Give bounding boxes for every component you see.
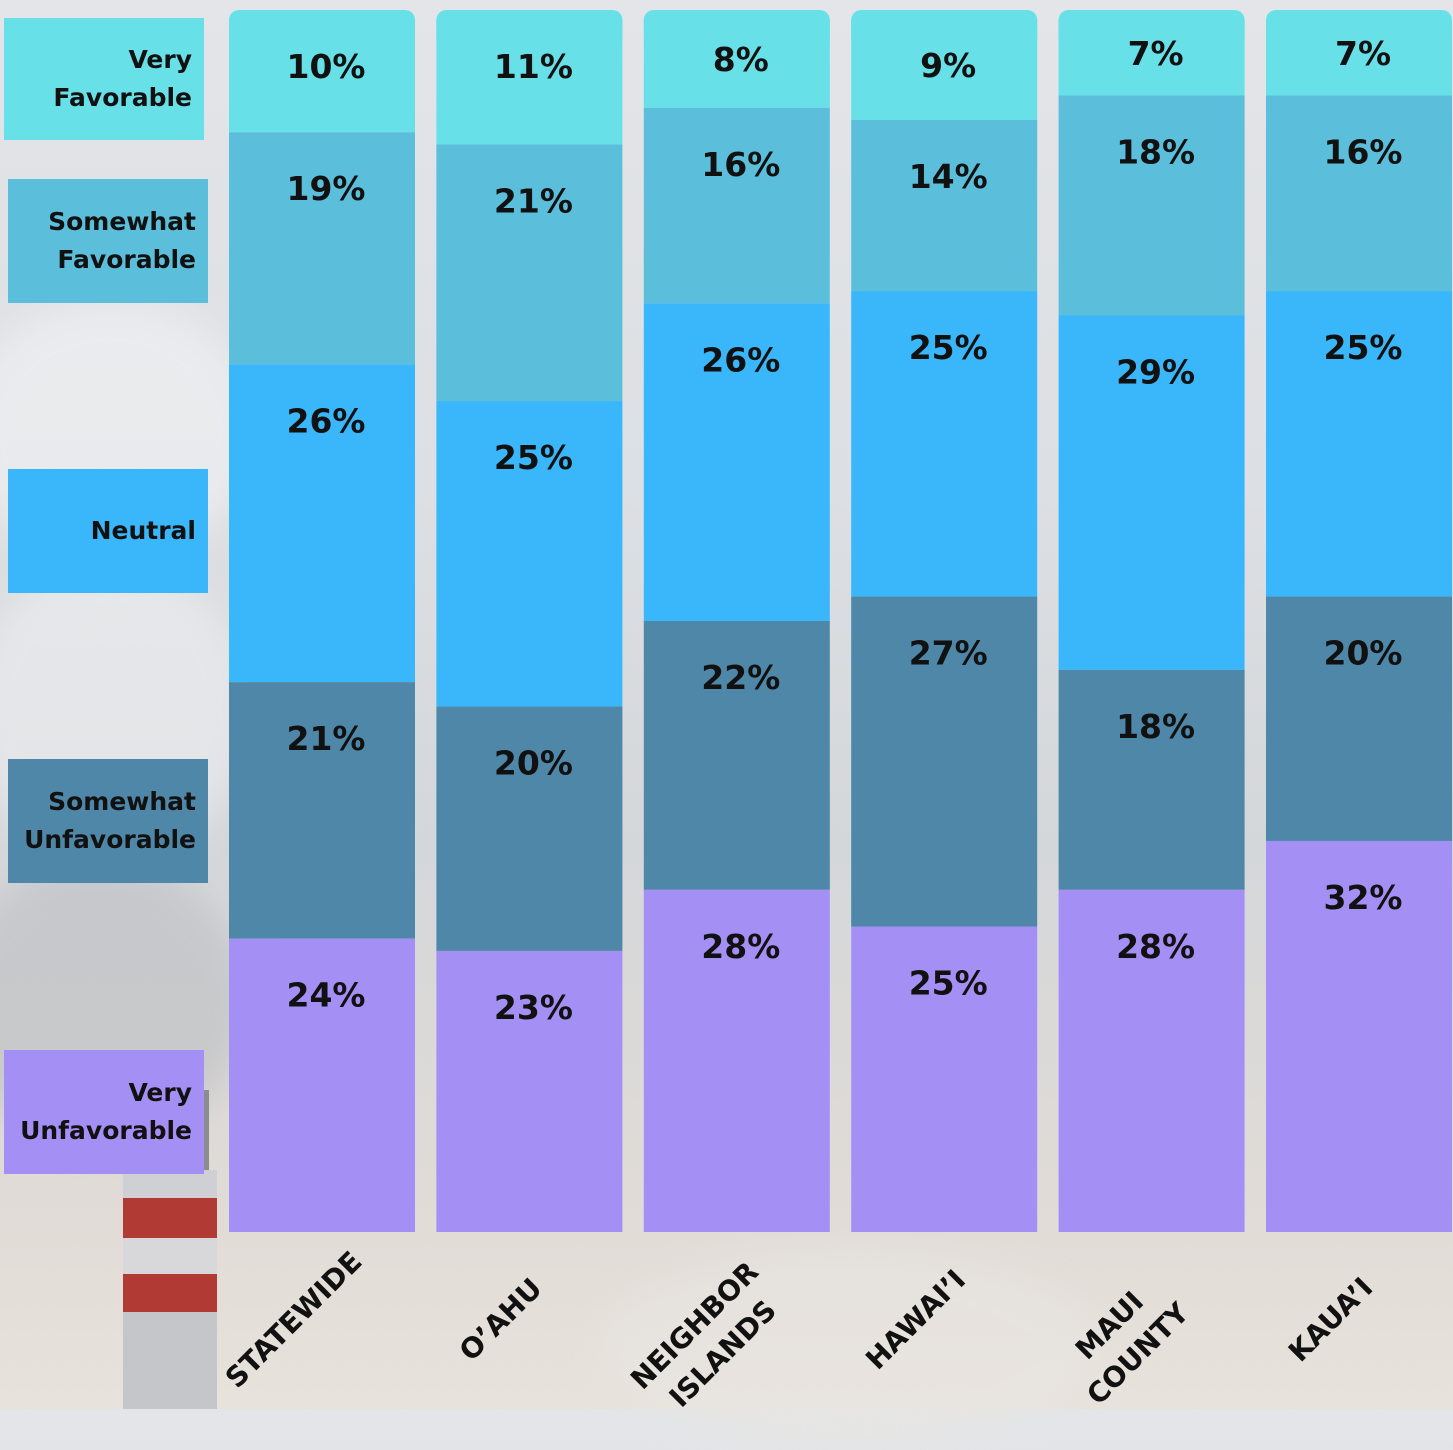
bar-segment — [1266, 20, 1452, 96]
bar-value-label: 20% — [494, 744, 573, 783]
bar-value-label: 28% — [1116, 927, 1195, 966]
legend-label: Very Unfavorable — [20, 1078, 192, 1145]
bar-value-label: 23% — [494, 988, 573, 1027]
bar-value-label: 7% — [1128, 34, 1184, 73]
legend-item: Very Favorable — [4, 18, 204, 140]
bar-value-label: 16% — [701, 145, 780, 184]
bar-value-label: 22% — [701, 658, 780, 697]
bar-segment — [851, 596, 1038, 927]
bar-segment — [229, 20, 415, 133]
bar-segment — [643, 20, 830, 108]
bar-segment — [436, 950, 623, 1232]
bar-value-label: 14% — [909, 157, 988, 196]
bar-value-label: 19% — [287, 169, 366, 208]
bar-value-label: 29% — [1116, 353, 1195, 392]
bar-value-label: 18% — [1116, 707, 1195, 746]
bar-segment — [436, 20, 623, 145]
legend-label: Neutral — [90, 516, 196, 545]
bar-segment — [1058, 20, 1245, 96]
bar-segment — [643, 889, 830, 1232]
bar-segment — [643, 303, 830, 621]
bar-value-label: 26% — [287, 401, 366, 440]
bar-value-label: 24% — [287, 976, 366, 1015]
bar-segment — [1058, 889, 1245, 1232]
bar-value-label: 18% — [1116, 133, 1195, 172]
bar-value-label: 25% — [909, 964, 988, 1003]
bar-segment — [643, 621, 830, 890]
bar-segment — [851, 20, 1038, 120]
bar-value-label: 9% — [920, 46, 976, 85]
bar-value-label: 7% — [1335, 34, 1391, 73]
bar-value-label: 8% — [713, 40, 769, 79]
legend-item: Somewhat Unfavorable — [8, 759, 208, 883]
bar-value-label: 27% — [909, 634, 988, 673]
bars-area: 10% 19% 26% 21% 24% 11% 21% 25% 20% 23% 8% 16% 26% 22… — [229, 10, 1452, 1232]
bar-value-label: 21% — [494, 181, 573, 220]
legend-label: Very Favorable — [53, 45, 192, 112]
bar-segment — [1058, 95, 1245, 316]
bar-value-label: 20% — [1324, 634, 1403, 673]
bar-segment — [851, 119, 1038, 292]
bar-value-label: 26% — [701, 340, 780, 379]
bar-segment — [436, 401, 623, 707]
bar-segment — [643, 107, 830, 304]
bar-segment — [229, 132, 415, 365]
bar-segment — [851, 291, 1038, 597]
bar-value-label: 16% — [1324, 133, 1403, 172]
bar-segment — [851, 926, 1038, 1232]
bar-segment — [1266, 596, 1452, 841]
bar-value-label: 11% — [494, 47, 573, 86]
bar-segment — [229, 682, 415, 939]
bar-segment — [1058, 669, 1245, 890]
bar-segment — [1266, 95, 1452, 292]
bar-value-label: 21% — [287, 719, 366, 758]
bar-segment — [436, 144, 623, 402]
legend-item: Neutral — [8, 469, 208, 593]
bar-segment — [1266, 840, 1452, 1232]
bar-value-label: 25% — [1324, 328, 1403, 367]
bar-value-label: 28% — [701, 927, 780, 966]
legend-label: Somewhat Unfavorable — [24, 787, 196, 854]
legend-item: Somewhat Favorable — [8, 179, 208, 303]
bar-segment — [1266, 291, 1452, 597]
bar-segment — [229, 938, 415, 1232]
bar-segment — [1058, 315, 1245, 670]
bar-segment — [436, 706, 623, 951]
legend-label: Somewhat Favorable — [48, 207, 196, 274]
smokestack-illustration — [123, 1090, 217, 1409]
legend-item: Very Unfavorable — [4, 1050, 204, 1174]
bar-value-label: 25% — [494, 438, 573, 477]
bar-value-label: 25% — [909, 328, 988, 367]
stacked-bar-chart: Very Favorable Somewhat Favorable Neutral S… — [4, 10, 1452, 1414]
bar-segment — [229, 364, 415, 683]
bar-value-label: 10% — [287, 47, 366, 86]
bar-value-label: 32% — [1324, 878, 1403, 917]
